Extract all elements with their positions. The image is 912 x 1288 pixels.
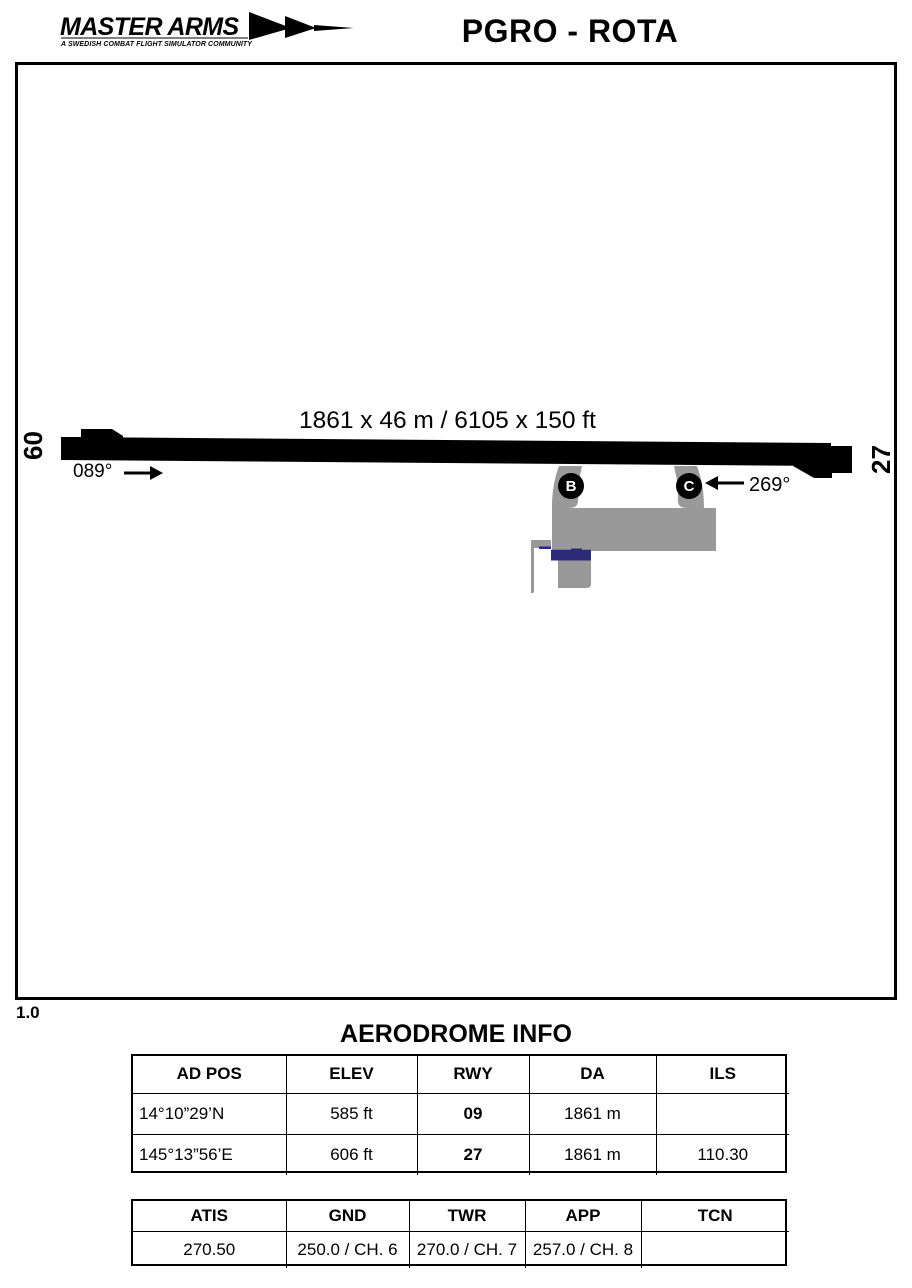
svg-text:C: C [684, 478, 695, 495]
svg-text:B: B [566, 478, 577, 495]
